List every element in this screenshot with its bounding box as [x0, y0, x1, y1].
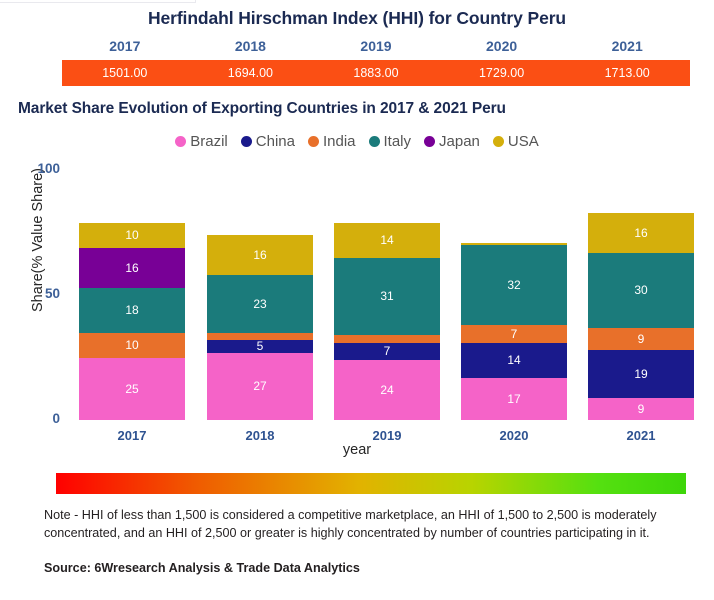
bar-segment-italy-2021[interactable]: 30: [588, 252, 694, 328]
bar-segment-label: 5: [256, 340, 264, 353]
legend-item-usa[interactable]: USA: [492, 133, 539, 150]
bar-segment-china-2021[interactable]: 19: [588, 350, 694, 398]
legend-label: China: [255, 133, 295, 150]
bar-segment-brazil-2018[interactable]: 27: [207, 352, 313, 420]
bar-segment-label: 31: [380, 289, 394, 304]
note-text: Note - HHI of less than 1,500 is conside…: [44, 508, 657, 541]
hhi-gradient-scale: [56, 473, 686, 494]
bar-stack-2019[interactable]: 14 31 7 24: [334, 222, 440, 420]
bar-segment-india-2020[interactable]: 7: [461, 325, 567, 343]
bar-segment-label: 16: [253, 248, 267, 262]
bar-segment-label: 19: [634, 366, 648, 381]
hhi-year-2018: 2018: [234, 38, 266, 54]
bar-segment-label: 14: [507, 353, 521, 367]
legend-item-india[interactable]: India: [307, 133, 356, 150]
hhi-year-2017: 2017: [109, 38, 141, 54]
legend-swatch-icon: [240, 136, 252, 147]
bar-segment-india-2019[interactable]: [334, 335, 440, 343]
hhi-value-bar: 1501.00 1694.00 1883.00 1729.00 1713.00: [62, 60, 690, 86]
legend-label: Italy: [383, 133, 412, 150]
bar-segment-label: 9: [637, 331, 645, 346]
bar-segment-label: 24: [380, 383, 394, 397]
bar-stack-2018[interactable]: 16 23 5 27: [207, 235, 313, 420]
chart-legend: Brazil China India Italy Japan USA: [0, 133, 714, 150]
hhi-year-2019: 2019: [360, 38, 392, 54]
legend-label: USA: [507, 133, 539, 150]
hhi-value-2021: 1713.00: [604, 66, 650, 80]
bar-segment-label: 10: [125, 338, 139, 352]
bar-segment-label: 10: [125, 228, 139, 242]
bar-segment-usa-2020[interactable]: [461, 242, 567, 245]
bar-segment-label: 23: [253, 296, 267, 311]
hhi-value-2017: 1501.00: [102, 66, 148, 80]
bar-segment-brazil-2020[interactable]: 17: [461, 377, 567, 420]
bar-segment-italy-2020[interactable]: 32: [461, 245, 567, 325]
hhi-value-2020: 1729.00: [478, 66, 525, 80]
bar-segment-india-2017[interactable]: 10: [79, 332, 185, 358]
legend-label: India: [322, 133, 356, 150]
bar-segment-brazil-2021[interactable]: 9: [588, 397, 694, 420]
chart-subtitle: Market Share Evolution of Exporting Coun…: [18, 100, 506, 117]
bar-segment-china-2020[interactable]: 14: [461, 342, 567, 378]
bar-segment-japan-2017[interactable]: 16: [79, 247, 185, 288]
bar-segment-label: 17: [507, 391, 521, 406]
legend-label: Japan: [439, 133, 480, 150]
bar-stack-2017[interactable]: 10 16 18 10 25: [79, 222, 185, 420]
bar-stack-2020[interactable]: 32 7 14 17: [461, 242, 567, 420]
bar-segment-label: 14: [380, 233, 394, 247]
panel-top-edge: [0, 0, 196, 3]
bar-segment-italy-2018[interactable]: 23: [207, 275, 313, 333]
legend-item-china[interactable]: China: [240, 133, 295, 150]
bar-segment-label: 7: [510, 326, 518, 341]
legend-swatch-icon: [307, 136, 319, 147]
bar-segment-label: 18: [125, 303, 139, 317]
x-axis-title: year: [342, 442, 372, 458]
legend-swatch-icon: [492, 136, 504, 147]
y-axis-tick-0: 0: [52, 411, 60, 426]
x-axis-tick-2018: 2018: [245, 428, 275, 443]
bar-stack-2021[interactable]: 16 30 9 19 9: [588, 212, 694, 420]
bar-segment-china-2019[interactable]: 7: [334, 342, 440, 360]
bar-segment-italy-2019[interactable]: 31: [334, 257, 440, 335]
bar-segment-label: 32: [507, 278, 521, 292]
bar-segment-usa-2021[interactable]: 16: [588, 212, 694, 253]
y-axis-tick-50: 50: [44, 286, 60, 301]
bar-segment-label: 27: [253, 379, 267, 394]
y-axis-tick-100: 100: [37, 161, 60, 176]
bar-segment-china-2018[interactable]: 5: [207, 340, 313, 353]
source-text: Source: 6Wresearch Analysis & Trade Data…: [44, 561, 360, 575]
hhi-title: Herfindahl Hirschman Index (HHI) for Cou…: [147, 8, 567, 28]
x-axis-tick-2019: 2019: [372, 428, 402, 443]
bar-segment-brazil-2019[interactable]: 24: [334, 360, 440, 420]
bar-segment-label: 30: [634, 283, 648, 297]
bar-segment-italy-2017[interactable]: 18: [79, 287, 185, 333]
legend-swatch-icon: [368, 136, 380, 147]
bar-segment-india-2021[interactable]: 9: [588, 327, 694, 350]
hhi-year-header: 2017 2018 2019 2020 2021: [62, 38, 690, 54]
bar-segment-label: 16: [125, 260, 139, 275]
x-axis-tick-2021: 2021: [626, 428, 656, 443]
legend-swatch-icon: [175, 136, 187, 147]
legend-swatch-icon: [424, 136, 436, 147]
bar-segment-label: 9: [637, 401, 645, 416]
legend-item-japan[interactable]: Japan: [424, 133, 480, 150]
hhi-year-2021: 2021: [611, 38, 643, 54]
x-axis-tick-2017: 2017: [117, 428, 147, 443]
bar-segment-label: 16: [634, 225, 648, 240]
bar-segment-brazil-2017[interactable]: 25: [79, 357, 185, 420]
legend-item-italy[interactable]: Italy: [368, 133, 412, 150]
legend-item-brazil[interactable]: Brazil: [175, 133, 228, 150]
hhi-value-2019: 1883.00: [353, 66, 399, 80]
legend-label: Brazil: [190, 133, 228, 150]
bar-segment-usa-2018[interactable]: 16: [207, 235, 313, 275]
bar-segment-india-2018[interactable]: [207, 332, 313, 340]
bar-segment-label: 7: [383, 344, 391, 359]
bar-segment-usa-2019[interactable]: 14: [334, 222, 440, 258]
x-axis-tick-2020: 2020: [499, 428, 529, 443]
bar-segment-usa-2017[interactable]: 10: [79, 222, 185, 248]
bar-segment-label: 25: [125, 381, 139, 396]
hhi-value-2018: 1694.00: [227, 66, 273, 80]
hhi-year-2020: 2020: [486, 38, 518, 54]
